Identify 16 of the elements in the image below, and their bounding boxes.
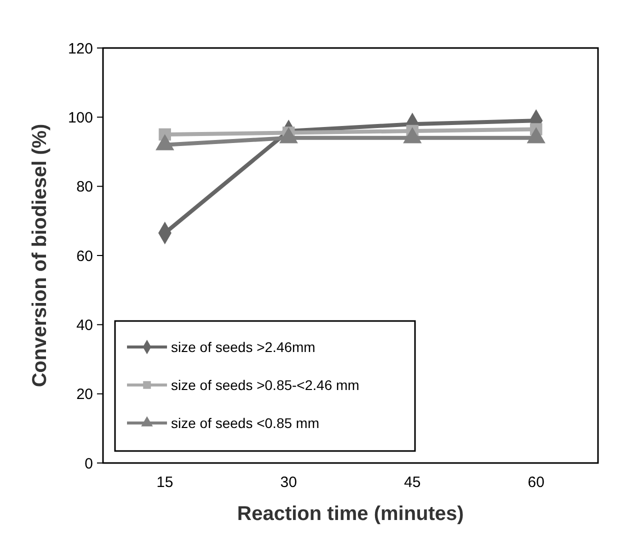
x-tick-label: 45	[404, 474, 421, 491]
x-axis-title: Reaction time (minutes)	[237, 503, 464, 525]
x-tick-label: 60	[528, 474, 544, 491]
y-tick-label: 100	[68, 109, 93, 126]
legend-label: size of seeds >0.85-<2.46 mm	[171, 376, 360, 393]
x-tick-label: 30	[280, 474, 297, 491]
y-axis-title: Conversion of biodiesel (%)	[29, 124, 51, 388]
legend-label: size of seeds <0.85 mm	[171, 414, 320, 431]
y-tick-label: 40	[76, 316, 93, 334]
y-tick-label: 120	[68, 40, 93, 58]
y-tick-label: 60	[76, 248, 93, 265]
y-tick-label: 80	[76, 178, 93, 196]
y-tick-label: 20	[76, 386, 93, 404]
y-tick-label: 0	[84, 455, 93, 472]
legend-label: size of seeds >2.46mm	[171, 338, 316, 355]
x-tick-label: 15	[156, 474, 174, 491]
